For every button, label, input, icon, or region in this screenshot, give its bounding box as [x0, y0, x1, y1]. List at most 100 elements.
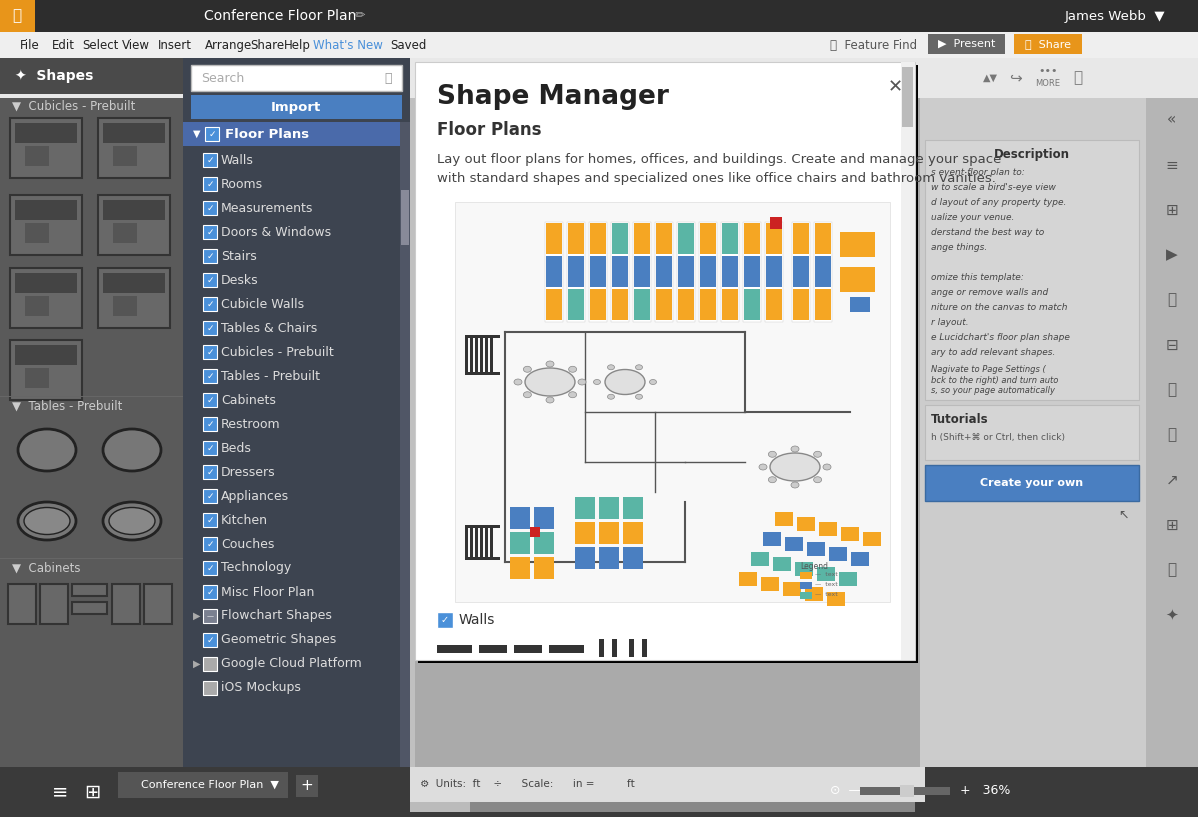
Bar [698, 222, 716, 322]
Bar [815, 289, 831, 320]
Bar [793, 256, 809, 287]
Text: ▼: ▼ [193, 129, 200, 139]
Ellipse shape [605, 369, 645, 395]
Bar [410, 802, 470, 812]
Ellipse shape [103, 429, 161, 471]
Bar [546, 223, 562, 254]
Ellipse shape [823, 464, 831, 470]
Bar [202, 249, 217, 263]
Text: Edit: Edit [52, 38, 75, 51]
Ellipse shape [109, 507, 155, 534]
Text: Tables - Prebuilt: Tables - Prebuilt [220, 369, 320, 382]
Bar [851, 552, 869, 566]
Bar [800, 582, 812, 589]
Text: Arrange: Arrange [205, 38, 253, 51]
Ellipse shape [813, 451, 822, 458]
Text: ⊙  —: ⊙ — [830, 784, 861, 797]
Text: ange things.: ange things. [931, 243, 987, 252]
Bar [98, 268, 170, 328]
Bar [813, 222, 831, 322]
Bar [793, 223, 809, 254]
Text: Legend: Legend [800, 562, 828, 571]
Bar [202, 345, 217, 359]
Text: ≡: ≡ [1166, 158, 1179, 172]
Text: MORE: MORE [1035, 78, 1060, 87]
Bar [202, 489, 217, 503]
Text: Appliances: Appliances [220, 489, 289, 502]
Bar [545, 222, 563, 322]
Bar [678, 256, 694, 287]
Bar [700, 256, 716, 287]
Bar [900, 785, 914, 797]
Text: 📥: 📥 [1167, 562, 1176, 578]
Bar [437, 612, 453, 628]
Ellipse shape [524, 366, 532, 373]
Bar [623, 522, 643, 544]
Bar [634, 223, 651, 254]
Text: Misc Floor Plan: Misc Floor Plan [220, 586, 314, 599]
Text: —  text: — text [815, 573, 837, 578]
Text: ✓: ✓ [206, 203, 213, 212]
Bar [202, 297, 217, 311]
Bar [465, 335, 500, 338]
Text: What's New: What's New [313, 38, 383, 51]
Text: ✓: ✓ [206, 300, 213, 309]
Bar [202, 153, 217, 167]
Text: ▶: ▶ [1166, 248, 1178, 262]
Text: ✦  Shapes: ✦ Shapes [16, 69, 93, 83]
Text: Tables & Chairs: Tables & Chairs [220, 322, 317, 334]
Bar [410, 802, 915, 812]
Bar [633, 222, 651, 322]
Text: View: View [122, 38, 150, 51]
Bar [25, 296, 49, 316]
Bar [183, 58, 410, 767]
Bar [0, 767, 183, 817]
Bar [0, 0, 35, 32]
Bar [480, 337, 483, 372]
Bar [0, 58, 183, 817]
Ellipse shape [791, 482, 799, 488]
Bar [25, 223, 49, 243]
Text: 🔍  Feature Find: 🔍 Feature Find [830, 38, 918, 51]
Bar [901, 62, 915, 660]
Bar [839, 572, 857, 586]
Bar [827, 592, 845, 606]
Text: Technology: Technology [220, 561, 291, 574]
Bar [817, 567, 835, 581]
Bar [925, 140, 1139, 400]
Bar [530, 527, 540, 537]
Bar [611, 222, 629, 322]
Text: Import: Import [271, 100, 321, 114]
Bar [202, 441, 217, 455]
Text: Stairs: Stairs [220, 249, 256, 262]
Bar [534, 507, 553, 529]
Bar [25, 368, 49, 388]
Bar [465, 337, 468, 372]
Text: ✓: ✓ [206, 636, 213, 645]
Text: ✓: ✓ [206, 492, 213, 501]
Ellipse shape [18, 502, 75, 540]
Text: ▼  Tables - Prebuilt: ▼ Tables - Prebuilt [12, 400, 122, 413]
Bar [575, 497, 595, 519]
Text: ✓: ✓ [206, 395, 213, 404]
Text: ✓: ✓ [206, 324, 213, 333]
Text: s, so your page automatically: s, so your page automatically [931, 386, 1055, 395]
Text: ▼  Cubicles - Prebuilt: ▼ Cubicles - Prebuilt [12, 100, 135, 113]
Bar [599, 522, 619, 544]
Bar [202, 201, 217, 215]
Text: ✓: ✓ [206, 347, 213, 356]
Text: Cubicle Walls: Cubicle Walls [220, 297, 304, 310]
Bar [634, 289, 651, 320]
Text: —: — [206, 613, 213, 619]
Ellipse shape [524, 391, 532, 398]
Bar [111, 584, 140, 624]
Ellipse shape [525, 368, 575, 396]
Bar [840, 232, 875, 257]
Text: s event floor plan to:: s event floor plan to: [931, 168, 1024, 177]
Bar [589, 223, 606, 254]
Bar [722, 289, 738, 320]
Bar [805, 587, 823, 601]
Text: omize this template:: omize this template: [931, 273, 1024, 282]
Bar [144, 584, 173, 624]
Text: ✓: ✓ [206, 155, 213, 164]
